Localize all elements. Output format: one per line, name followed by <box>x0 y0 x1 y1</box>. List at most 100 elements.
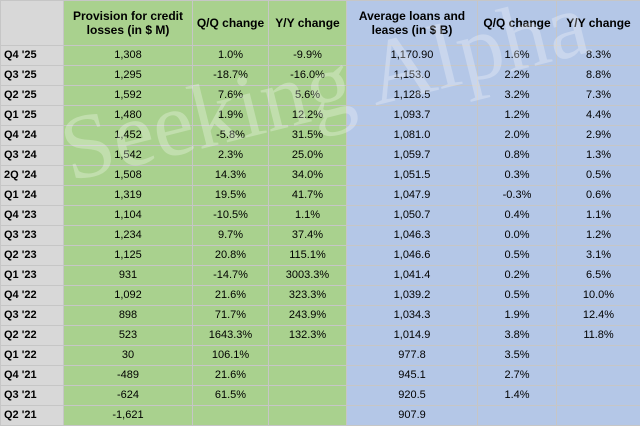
provision-yy-cell[interactable] <box>268 345 347 366</box>
header-provision-qq[interactable]: Q/Q change <box>192 0 269 46</box>
provision-qq-cell[interactable] <box>192 405 269 426</box>
loans-qq-cell[interactable]: 0.5% <box>477 245 557 266</box>
quarter-label[interactable]: Q3 '24 <box>0 145 64 166</box>
loans-yy-cell[interactable]: 11.8% <box>556 325 640 346</box>
quarter-label[interactable]: Q2 '23 <box>0 245 64 266</box>
header-loans-qq[interactable]: Q/Q change <box>477 0 557 46</box>
quarter-label[interactable]: Q2 '25 <box>0 85 64 106</box>
provision-yy-cell[interactable] <box>268 365 347 386</box>
loans-qq-cell[interactable]: 0.8% <box>477 145 557 166</box>
loans-yy-cell[interactable]: 12.4% <box>556 305 640 326</box>
loans-cell[interactable]: 1,046.3 <box>346 225 478 246</box>
provision-yy-cell[interactable]: 243.9% <box>268 305 347 326</box>
loans-yy-cell[interactable]: 8.3% <box>556 45 640 66</box>
loans-yy-cell[interactable]: 1.2% <box>556 225 640 246</box>
provision-yy-cell[interactable] <box>268 405 347 426</box>
loans-yy-cell[interactable]: 0.6% <box>556 185 640 206</box>
provision-yy-cell[interactable]: 25.0% <box>268 145 347 166</box>
provision-yy-cell[interactable]: 132.3% <box>268 325 347 346</box>
header-provision-yy[interactable]: Y/Y change <box>268 0 347 46</box>
loans-cell[interactable]: 1,059.7 <box>346 145 478 166</box>
provision-cell[interactable]: 1,092 <box>63 285 193 306</box>
provision-qq-cell[interactable]: -5.8% <box>192 125 269 146</box>
loans-qq-cell[interactable]: 3.5% <box>477 345 557 366</box>
loans-yy-cell[interactable]: 3.1% <box>556 245 640 266</box>
provision-yy-cell[interactable] <box>268 385 347 406</box>
provision-qq-cell[interactable]: 14.3% <box>192 165 269 186</box>
loans-cell[interactable]: 1,051.5 <box>346 165 478 186</box>
loans-qq-cell[interactable]: 0.0% <box>477 225 557 246</box>
provision-cell[interactable]: 1,592 <box>63 85 193 106</box>
loans-yy-cell[interactable]: 4.4% <box>556 105 640 126</box>
provision-cell[interactable]: -1,621 <box>63 405 193 426</box>
provision-yy-cell[interactable]: 41.7% <box>268 185 347 206</box>
provision-qq-cell[interactable]: 71.7% <box>192 305 269 326</box>
loans-yy-cell[interactable] <box>556 385 640 406</box>
provision-qq-cell[interactable]: 1.0% <box>192 45 269 66</box>
loans-yy-cell[interactable]: 8.8% <box>556 65 640 86</box>
provision-yy-cell[interactable]: 34.0% <box>268 165 347 186</box>
provision-qq-cell[interactable]: 21.6% <box>192 285 269 306</box>
loans-yy-cell[interactable]: 0.5% <box>556 165 640 186</box>
provision-cell[interactable]: 1,508 <box>63 165 193 186</box>
provision-qq-cell[interactable]: -18.7% <box>192 65 269 86</box>
provision-cell[interactable]: 1,319 <box>63 185 193 206</box>
loans-cell[interactable]: 1,081.0 <box>346 125 478 146</box>
loans-cell[interactable]: 1,039.2 <box>346 285 478 306</box>
loans-qq-cell[interactable]: -0.3% <box>477 185 557 206</box>
quarter-label[interactable]: Q2 '22 <box>0 325 64 346</box>
provision-yy-cell[interactable]: 5.6% <box>268 85 347 106</box>
loans-qq-cell[interactable]: 1.6% <box>477 45 557 66</box>
loans-yy-cell[interactable]: 1.3% <box>556 145 640 166</box>
loans-qq-cell[interactable]: 2.2% <box>477 65 557 86</box>
quarter-label[interactable]: Q1 '25 <box>0 105 64 126</box>
loans-qq-cell[interactable]: 1.4% <box>477 385 557 406</box>
quarter-label[interactable]: Q4 '24 <box>0 125 64 146</box>
provision-qq-cell[interactable]: 1643.3% <box>192 325 269 346</box>
provision-cell[interactable]: 931 <box>63 265 193 286</box>
loans-cell[interactable]: 1,041.4 <box>346 265 478 286</box>
provision-qq-cell[interactable]: 2.3% <box>192 145 269 166</box>
provision-cell[interactable]: 1,308 <box>63 45 193 66</box>
quarter-label[interactable]: Q3 '25 <box>0 65 64 86</box>
provision-cell[interactable]: 1,234 <box>63 225 193 246</box>
provision-cell[interactable]: 1,104 <box>63 205 193 226</box>
loans-cell[interactable]: 907.9 <box>346 405 478 426</box>
loans-cell[interactable]: 1,034.3 <box>346 305 478 326</box>
provision-yy-cell[interactable]: 115.1% <box>268 245 347 266</box>
provision-yy-cell[interactable]: 3003.3% <box>268 265 347 286</box>
quarter-label[interactable]: Q3 '22 <box>0 305 64 326</box>
provision-qq-cell[interactable]: 19.5% <box>192 185 269 206</box>
loans-cell[interactable]: 1,153.0 <box>346 65 478 86</box>
loans-cell[interactable]: 977.8 <box>346 345 478 366</box>
loans-cell[interactable]: 945.1 <box>346 365 478 386</box>
provision-cell[interactable]: 1,542 <box>63 145 193 166</box>
provision-qq-cell[interactable]: 7.6% <box>192 85 269 106</box>
provision-qq-cell[interactable]: 61.5% <box>192 385 269 406</box>
provision-cell[interactable]: 898 <box>63 305 193 326</box>
quarter-label[interactable]: Q3 '21 <box>0 385 64 406</box>
provision-yy-cell[interactable]: 323.3% <box>268 285 347 306</box>
provision-qq-cell[interactable]: 1.9% <box>192 105 269 126</box>
quarter-label[interactable]: Q4 '22 <box>0 285 64 306</box>
loans-yy-cell[interactable]: 6.5% <box>556 265 640 286</box>
loans-yy-cell[interactable]: 2.9% <box>556 125 640 146</box>
loans-cell[interactable]: 1,093.7 <box>346 105 478 126</box>
provision-cell[interactable]: 1,452 <box>63 125 193 146</box>
loans-cell[interactable]: 1,170.90 <box>346 45 478 66</box>
loans-qq-cell[interactable]: 0.4% <box>477 205 557 226</box>
loans-cell[interactable]: 1,014.9 <box>346 325 478 346</box>
loans-qq-cell[interactable]: 3.2% <box>477 85 557 106</box>
quarter-label[interactable]: Q4 '23 <box>0 205 64 226</box>
provision-qq-cell[interactable]: 106.1% <box>192 345 269 366</box>
header-loans-yy[interactable]: Y/Y change <box>556 0 640 46</box>
loans-qq-cell[interactable] <box>477 405 557 426</box>
loans-yy-cell[interactable] <box>556 345 640 366</box>
loans-qq-cell[interactable]: 2.0% <box>477 125 557 146</box>
loans-cell[interactable]: 920.5 <box>346 385 478 406</box>
quarter-label[interactable]: Q4 '25 <box>0 45 64 66</box>
loans-cell[interactable]: 1,128.5 <box>346 85 478 106</box>
quarter-label[interactable]: Q1 '24 <box>0 185 64 206</box>
provision-qq-cell[interactable]: -10.5% <box>192 205 269 226</box>
quarter-label[interactable]: Q2 '21 <box>0 405 64 426</box>
